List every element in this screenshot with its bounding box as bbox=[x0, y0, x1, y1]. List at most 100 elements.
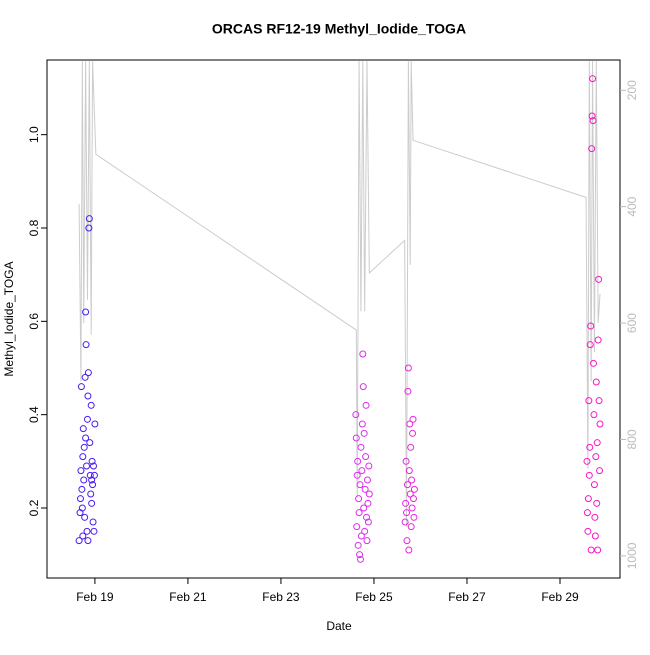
data-point bbox=[591, 513, 599, 521]
data-point bbox=[403, 537, 411, 545]
data-point bbox=[88, 457, 96, 465]
data-point bbox=[592, 378, 600, 386]
data-point bbox=[91, 420, 99, 428]
y-tick-label: 0.2 bbox=[27, 499, 41, 516]
data-point bbox=[409, 429, 417, 437]
data-point bbox=[352, 411, 360, 419]
data-point bbox=[365, 462, 373, 470]
data-point bbox=[594, 546, 602, 554]
data-point bbox=[81, 373, 89, 381]
data-point bbox=[88, 476, 96, 484]
y2-tick-label: 400 bbox=[625, 196, 639, 216]
data-point bbox=[356, 551, 364, 559]
data-point bbox=[360, 429, 368, 437]
data-point bbox=[583, 509, 591, 517]
data-point bbox=[585, 397, 593, 405]
data-point bbox=[402, 457, 410, 465]
data-point bbox=[583, 457, 591, 465]
data-point bbox=[584, 495, 592, 503]
data-point bbox=[357, 443, 365, 451]
data-point bbox=[78, 485, 86, 493]
data-point bbox=[364, 518, 372, 526]
data-point bbox=[364, 499, 372, 507]
data-point bbox=[76, 495, 84, 503]
data-point bbox=[90, 462, 98, 470]
plot-frame bbox=[46, 59, 621, 579]
data-point bbox=[80, 443, 88, 451]
data-point bbox=[78, 504, 86, 512]
data-point bbox=[595, 275, 603, 283]
data-point bbox=[406, 420, 414, 428]
data-point bbox=[584, 527, 592, 535]
y-axis-label: Methyl_Iodide_TOGA bbox=[2, 261, 16, 376]
data-point bbox=[75, 537, 83, 545]
data-point bbox=[87, 401, 95, 409]
data-point bbox=[408, 504, 416, 512]
data-point bbox=[81, 513, 89, 521]
data-point bbox=[358, 420, 366, 428]
x-tick-label: Feb 25 bbox=[355, 590, 393, 604]
data-point bbox=[84, 537, 92, 545]
x-tick-label: Feb 23 bbox=[262, 590, 300, 604]
data-point bbox=[352, 434, 360, 442]
data-point bbox=[407, 443, 415, 451]
data-point bbox=[82, 308, 90, 316]
x-axis-label: Date bbox=[326, 619, 352, 633]
data-point bbox=[86, 439, 94, 447]
data-point bbox=[409, 415, 417, 423]
data-point bbox=[362, 401, 370, 409]
data-point bbox=[586, 443, 594, 451]
data-point bbox=[89, 518, 97, 526]
data-point bbox=[408, 476, 416, 484]
data-point bbox=[404, 364, 412, 372]
data-point bbox=[354, 457, 362, 465]
data-point bbox=[363, 513, 371, 521]
data-point bbox=[85, 224, 93, 232]
data-point bbox=[407, 523, 415, 531]
data-point bbox=[82, 341, 90, 349]
data-point bbox=[587, 322, 595, 330]
data-point bbox=[361, 485, 369, 493]
data-point bbox=[359, 383, 367, 391]
data-point bbox=[356, 481, 364, 489]
y-tick-label: 0.8 bbox=[27, 219, 41, 236]
data-point bbox=[77, 383, 85, 391]
x-tick-label: Feb 19 bbox=[76, 590, 114, 604]
data-point bbox=[87, 490, 95, 498]
data-point bbox=[84, 392, 92, 400]
data-point bbox=[358, 467, 366, 475]
line-series bbox=[78, 61, 601, 527]
data-point bbox=[353, 471, 361, 479]
data-point bbox=[84, 369, 92, 377]
data-point bbox=[594, 336, 602, 344]
x-tick-label: Feb 29 bbox=[541, 590, 579, 604]
data-point bbox=[355, 495, 363, 503]
y-tick-label: 0.6 bbox=[27, 313, 41, 330]
chart-title: ORCAS RF12-19 Methyl_Iodide_TOGA bbox=[212, 21, 466, 37]
data-point bbox=[90, 527, 98, 535]
data-point bbox=[363, 476, 371, 484]
data-point bbox=[593, 499, 601, 507]
data-point bbox=[79, 532, 87, 540]
data-point bbox=[360, 504, 368, 512]
data-point bbox=[361, 527, 369, 535]
data-point bbox=[589, 75, 597, 83]
x-tick-label: Feb 21 bbox=[169, 590, 207, 604]
data-point bbox=[588, 145, 596, 153]
data-point bbox=[595, 397, 603, 405]
data-point bbox=[355, 509, 363, 517]
data-point bbox=[83, 415, 91, 423]
data-point bbox=[77, 467, 85, 475]
data-point bbox=[404, 387, 412, 395]
data-point bbox=[356, 555, 364, 563]
data-point bbox=[79, 453, 87, 461]
data-point bbox=[86, 471, 94, 479]
data-point bbox=[357, 532, 365, 540]
data-point bbox=[88, 499, 96, 507]
data-point bbox=[354, 541, 362, 549]
data-point bbox=[405, 467, 413, 475]
data-point bbox=[410, 513, 418, 521]
data-point bbox=[592, 453, 600, 461]
data-point bbox=[83, 462, 91, 470]
data-point bbox=[402, 499, 410, 507]
